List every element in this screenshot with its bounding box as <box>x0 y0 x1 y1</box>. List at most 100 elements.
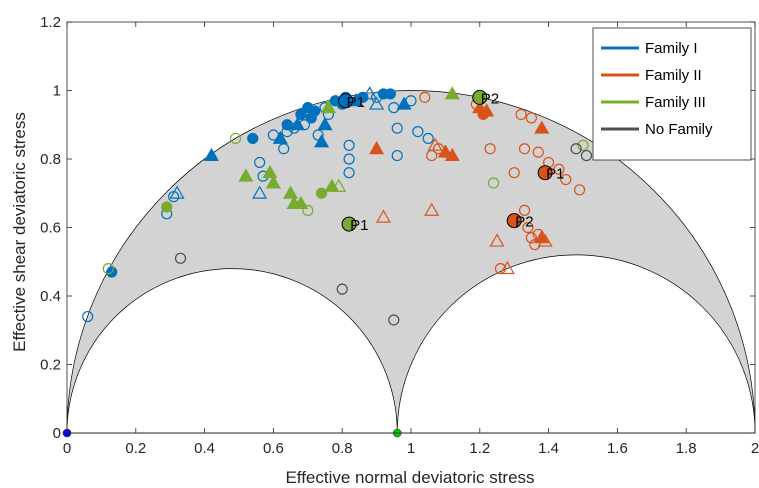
data-point-circle <box>343 167 355 179</box>
legend-label: Family I <box>645 40 698 57</box>
y-tick-label: 0.6 <box>40 220 61 237</box>
data-point-circle <box>295 108 307 121</box>
data-point-triangle <box>272 130 288 144</box>
data-point-circle <box>560 173 572 186</box>
data-point-triangle <box>252 185 268 199</box>
data-point-circle <box>525 112 538 124</box>
x-tick-label: 0.4 <box>194 440 215 457</box>
inner-mohr-circle-2 <box>396 254 756 434</box>
x-tick-label: 0.8 <box>332 440 353 457</box>
data-point-circle <box>518 204 531 216</box>
data-point-circle <box>336 283 348 295</box>
data-point-circle <box>553 163 565 175</box>
x-tick-label: 1.6 <box>607 440 628 457</box>
annotated-point <box>341 216 357 232</box>
data-point-circle <box>487 177 500 189</box>
data-point-triangle <box>289 117 306 131</box>
data-point-triangle <box>534 120 550 134</box>
y-tick-label: 0.8 <box>40 151 61 168</box>
y-tick-label: 0 <box>53 425 61 442</box>
data-point-circle <box>518 143 531 155</box>
annotation-label: P1 <box>546 166 564 183</box>
data-point-circle <box>570 143 582 155</box>
data-point-circle <box>419 91 431 103</box>
data-point-triangle <box>537 233 553 247</box>
data-point-triangle <box>369 96 385 110</box>
x-tick-label: 0 <box>63 440 71 457</box>
data-point-triangle <box>437 144 453 158</box>
legend-label: Family III <box>645 94 706 111</box>
y-tick-label: 0.2 <box>40 357 61 374</box>
data-point-triangle <box>314 134 330 148</box>
data-point-circle <box>82 310 94 323</box>
x-tick-label: 0.6 <box>263 440 284 457</box>
annotated-point <box>472 89 488 105</box>
data-point-circle <box>525 232 538 244</box>
data-point-circle <box>391 122 403 134</box>
data-point-circle <box>412 126 424 138</box>
data-point-triangle <box>375 209 392 223</box>
data-point-circle <box>405 95 417 107</box>
data-point-triangle <box>262 164 278 179</box>
data-point-circle <box>229 132 242 145</box>
data-point-circle <box>388 314 400 326</box>
x-tick-label: 1.4 <box>538 440 559 457</box>
x-tick-label: 1 <box>407 440 415 457</box>
data-point-triangle <box>424 202 440 216</box>
legend-box <box>592 27 752 161</box>
data-point-circle <box>343 139 355 151</box>
axes: 0 0.2 0.4 0.6 0.8 1 1.2 1.4 1.6 1.8 2 0 0.2 0.4 0.6 0.8… <box>40 14 759 457</box>
data-point-circle <box>302 204 314 216</box>
data-point-triangle <box>331 178 347 192</box>
data-point-circle <box>384 88 396 100</box>
data-point-circle <box>174 252 187 264</box>
data-point-circle <box>422 132 434 145</box>
data-point-circle <box>573 184 586 196</box>
y-axis-title: Effective shear deviatoric stress <box>10 112 29 352</box>
data-point-triangle <box>499 260 515 275</box>
x-tick-label: 2 <box>751 440 759 457</box>
x-tick-label: 0.2 <box>125 440 146 457</box>
data-point-circle <box>515 108 527 121</box>
data-point-circle <box>102 263 114 275</box>
data-point-triangle <box>444 86 460 100</box>
y-tick-label: 1 <box>53 83 61 100</box>
data-points <box>82 86 593 326</box>
annotation-label: P2 <box>515 214 533 231</box>
annotated-point <box>537 165 553 181</box>
data-point-circle <box>580 149 593 162</box>
inner-mohr-circle-1 <box>66 268 398 434</box>
data-point-triangle <box>320 99 336 114</box>
data-point-triangle <box>534 230 550 244</box>
data-point-circle <box>315 187 328 199</box>
data-point-triangle <box>489 233 505 247</box>
data-point-triangle <box>283 185 299 199</box>
data-point-triangle <box>317 117 333 131</box>
legend: Family I Family II Family III No Family <box>592 27 752 161</box>
data-point-circle <box>298 119 310 131</box>
data-point-circle <box>508 167 520 179</box>
data-point-circle <box>391 149 403 162</box>
data-point-circle <box>484 143 496 155</box>
data-point-circle <box>247 132 259 145</box>
x-axis-title: Effective normal deviatoric stress <box>285 468 534 487</box>
annotation-label: P1 <box>350 217 368 234</box>
data-point-circle <box>254 156 266 169</box>
data-point-triangle <box>427 137 443 151</box>
data-point-triangle <box>369 141 385 155</box>
data-point-circle <box>161 201 173 213</box>
data-point-triangle <box>444 147 460 162</box>
y-tick-label: 1.2 <box>40 14 61 31</box>
data-point-triangle <box>265 175 281 189</box>
data-point-circle <box>577 139 589 151</box>
x-tick-label: 1.8 <box>676 440 697 457</box>
data-point-circle <box>309 105 321 117</box>
data-point-triangle <box>238 168 254 182</box>
data-point-circle <box>532 146 544 158</box>
data-point-circle <box>343 153 355 165</box>
annotated-point <box>506 213 522 229</box>
data-point-circle <box>278 143 290 155</box>
annotation-label: P1 <box>347 94 365 111</box>
annotated-point <box>338 93 354 109</box>
